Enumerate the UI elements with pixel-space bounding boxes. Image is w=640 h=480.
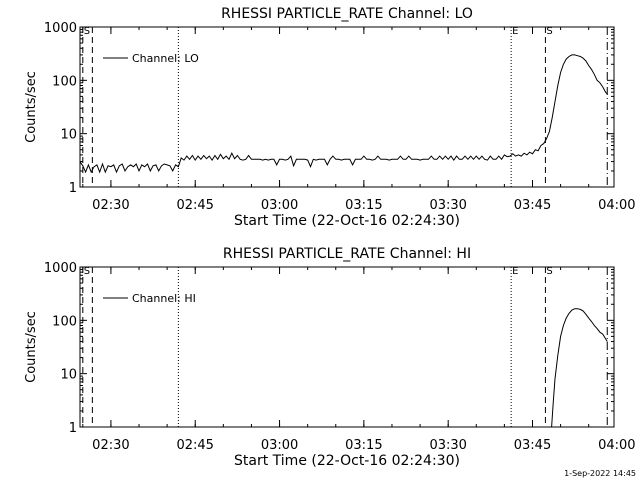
chart-title: RHESSI PARTICLE_RATE Channel: HI <box>223 246 471 262</box>
x-axis-label: Start Time (22-Oct-16 02:24:30) <box>234 453 460 469</box>
footer-timestamp: 1-Sep-2022 14:45 <box>564 469 636 478</box>
x-tick-label: 02:30 <box>92 198 129 213</box>
y-tick-label: 100 <box>52 314 77 329</box>
x-tick-label: 03:45 <box>514 438 551 453</box>
y-tick-label: 1 <box>69 421 77 436</box>
x-tick-label: 03:15 <box>345 198 382 213</box>
y-tick-label: 10 <box>60 368 77 383</box>
x-tick-label: 03:30 <box>429 198 466 213</box>
chart-title: RHESSI PARTICLE_RATE Channel: LO <box>221 6 473 22</box>
x-tick-label: 03:15 <box>345 438 382 453</box>
x-tick-label: 02:45 <box>176 438 213 453</box>
panel-lo-channel: RHESSI PARTICLE_RATE Channel: LO 1 10 100 10… <box>24 6 636 229</box>
legend-label: Channel: HI <box>132 292 196 305</box>
plot-frame <box>79 266 615 428</box>
event-marker-label: S <box>546 26 552 37</box>
legend-label: Channel: LO <box>132 52 199 65</box>
y-tick-label: 1 <box>69 181 77 196</box>
y-tick-label: 1000 <box>44 261 77 276</box>
y-tick-label: 1000 <box>44 21 77 36</box>
event-marker-label: E <box>512 266 518 277</box>
y-axis-label: Counts/sec <box>24 311 39 383</box>
event-marker-label: E <box>512 26 518 37</box>
y-tick-label: 100 <box>52 74 77 89</box>
x-tick-label: 02:45 <box>176 198 213 213</box>
event-marker-label: S <box>84 26 90 37</box>
x-tick-label: 04:00 <box>598 438 635 453</box>
series-line <box>551 308 608 427</box>
plot-frame <box>79 26 615 188</box>
x-tick-label: 04:00 <box>598 198 635 213</box>
x-axis-label: Start Time (22-Oct-16 02:24:30) <box>234 213 460 229</box>
y-tick-label: 10 <box>60 128 77 143</box>
x-tick-label: 02:30 <box>92 438 129 453</box>
panel-hi-channel: RHESSI PARTICLE_RATE Channel: HI 1 10 100 10… <box>24 246 636 469</box>
x-tick-label: 03:30 <box>429 438 466 453</box>
event-marker-label: S <box>84 266 90 277</box>
event-marker-label: S <box>546 266 552 277</box>
x-tick-label: 03:45 <box>514 198 551 213</box>
y-axis-label: Counts/sec <box>24 71 39 143</box>
x-tick-label: 03:00 <box>261 438 298 453</box>
x-tick-label: 03:00 <box>261 198 298 213</box>
series-line <box>80 54 608 174</box>
